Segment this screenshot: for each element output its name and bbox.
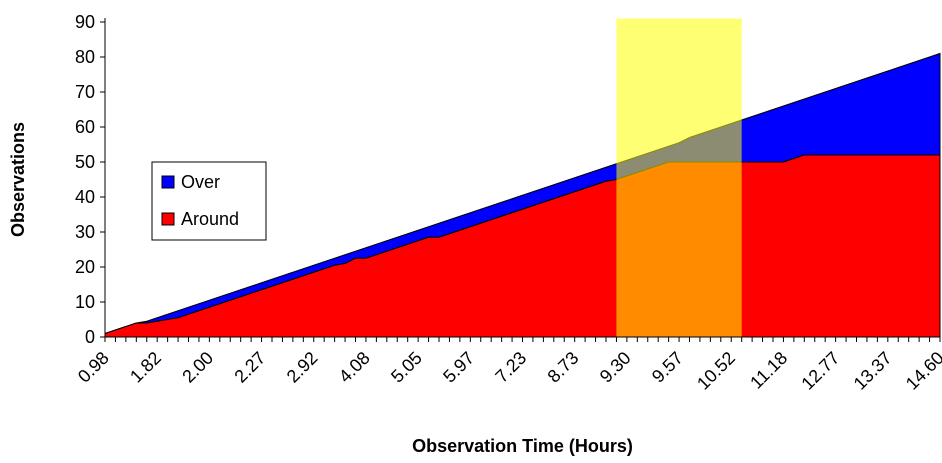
- x-tick-label: 10.52: [693, 348, 739, 394]
- y-tick-label: 90: [75, 12, 95, 32]
- x-tick-label: 5.97: [439, 348, 478, 387]
- x-tick-label: 9.30: [596, 348, 635, 387]
- y-tick-label: 80: [75, 47, 95, 67]
- y-tick-label: 10: [75, 292, 95, 312]
- legend-label: Around: [181, 209, 239, 229]
- y-tick-label: 40: [75, 187, 95, 207]
- x-tick-label: 14.60: [902, 348, 942, 394]
- x-tick-label: 9.57: [648, 348, 687, 387]
- legend-label: Over: [181, 172, 220, 192]
- x-tick-label: 1.82: [126, 348, 165, 387]
- y-tick-label: 0: [85, 327, 95, 347]
- legend-swatch: [161, 212, 175, 226]
- x-tick-label: 2.27: [230, 348, 269, 387]
- x-tick-label: 4.08: [335, 348, 374, 387]
- y-tick-label: 70: [75, 82, 95, 102]
- y-tick-label: 60: [75, 117, 95, 137]
- x-tick-label: 2.00: [178, 348, 217, 387]
- x-tick-label: 12.77: [797, 348, 843, 394]
- x-tick-label: 2.92: [283, 348, 322, 387]
- highlight-band: [616, 18, 742, 337]
- y-axis-title: Observations: [8, 122, 28, 237]
- y-tick-label: 20: [75, 257, 95, 277]
- x-tick-label: 13.37: [850, 348, 896, 394]
- x-tick-label: 8.73: [544, 348, 583, 387]
- y-tick-label: 30: [75, 222, 95, 242]
- plot-area: [104, 18, 941, 338]
- y-tick-label: 50: [75, 152, 95, 172]
- x-tick-label: 7.23: [491, 348, 530, 387]
- x-tick-label: 0.98: [74, 348, 113, 387]
- legend: Over Around: [151, 161, 267, 241]
- legend-swatch: [161, 175, 175, 189]
- x-tick-label: 11.18: [746, 348, 791, 393]
- x-tick-label: 5.05: [387, 348, 426, 387]
- legend-box: [151, 161, 267, 241]
- x-axis-title: Observation Time (Hours): [412, 436, 633, 456]
